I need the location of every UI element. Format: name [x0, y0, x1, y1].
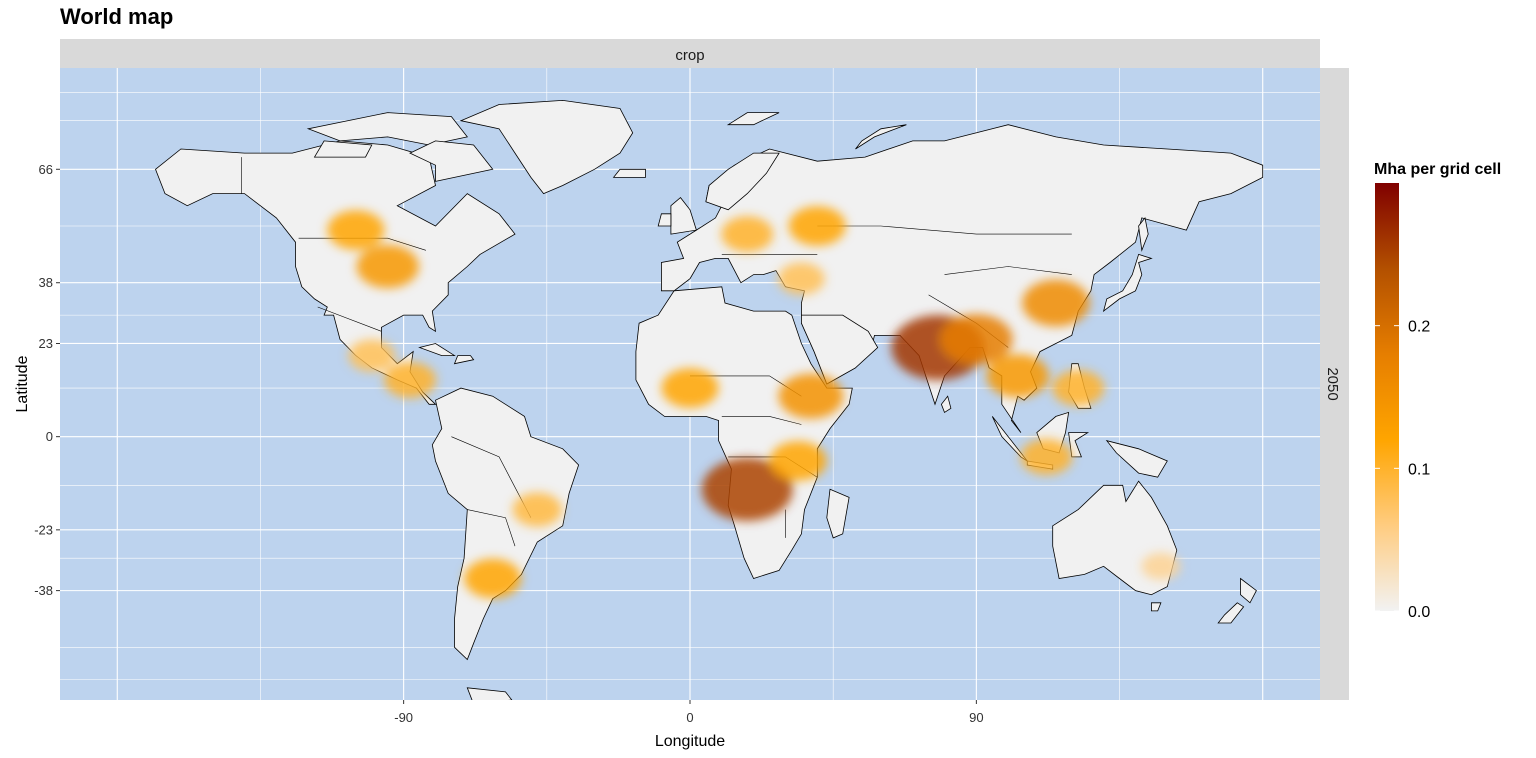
- svalbard-landmass: [726, 112, 780, 126]
- greenland-landmass: [459, 99, 634, 195]
- antarctic-edge-landmass: [466, 687, 513, 700]
- top-strip: [60, 39, 1320, 68]
- legend-tick-label: 0.0: [1408, 604, 1430, 621]
- crop-hotspot: [1052, 370, 1105, 407]
- top-strip-label: crop: [675, 47, 704, 64]
- legend-tick-label: 0.2: [1408, 319, 1430, 336]
- victoria-island-landmass: [313, 140, 373, 158]
- x-tick-label: -90: [394, 710, 413, 725]
- map-panel: [60, 68, 1320, 700]
- right-strip: [1320, 68, 1349, 700]
- crop-hotspot: [721, 216, 774, 253]
- country-border: [721, 416, 802, 425]
- scandinavia-fill-landmass: [705, 152, 780, 211]
- hispaniola-landmass: [453, 355, 475, 365]
- legend-tick-label: 0.1: [1408, 461, 1430, 478]
- crop-hotspot: [769, 441, 827, 481]
- x-axis-ticks: -90 0 90: [394, 700, 984, 725]
- iceland-landmass: [612, 168, 646, 178]
- crop-hotspot: [778, 373, 844, 419]
- novaya-zemlya-landmass: [855, 124, 907, 150]
- ireland-landmass: [657, 213, 672, 227]
- crop-heat-layer: [327, 206, 1181, 599]
- crop-hotspot: [701, 457, 793, 521]
- crop-hotspot: [348, 339, 396, 372]
- right-strip-label: 2050: [1324, 367, 1341, 400]
- legend-colorbar: [1375, 183, 1399, 611]
- legend-title: Mha per grid cell: [1374, 161, 1501, 178]
- british-isles-landmass: [670, 197, 697, 235]
- y-axis-title: Latitude: [14, 355, 31, 412]
- canadian-islands-landmass: [306, 112, 469, 146]
- y-tick-label: -38: [34, 583, 53, 598]
- y-tick-label: 38: [39, 275, 53, 290]
- legend: Mha per grid cell 0.0 0.1 0.2: [1374, 161, 1501, 621]
- cuba-landmass: [418, 343, 456, 356]
- new-zealand-south-landmass: [1217, 602, 1245, 624]
- crop-hotspot: [1141, 552, 1181, 580]
- crop-hotspot: [777, 262, 825, 295]
- y-tick-label: 66: [39, 162, 53, 177]
- japan-landmass: [1102, 253, 1153, 313]
- country-border: [317, 306, 382, 332]
- crop-hotspot: [356, 244, 419, 289]
- chart-title: World map: [60, 4, 173, 29]
- x-axis-title: Longitude: [655, 733, 725, 750]
- y-tick-label: 23: [39, 336, 53, 351]
- sakhalin-landmass: [1138, 216, 1149, 252]
- crop-hotspot: [464, 558, 522, 599]
- legend-ticks: 0.0 0.1 0.2: [1375, 319, 1430, 621]
- y-axis-ticks: 66 38 23 0 -23 -38: [34, 162, 60, 598]
- crop-hotspot: [1022, 279, 1090, 327]
- country-border: [298, 237, 426, 251]
- north-america-landmass: [155, 140, 516, 405]
- y-tick-label: 0: [46, 429, 53, 444]
- arabia-fill-landmass: [801, 314, 879, 385]
- country-border: [817, 225, 1072, 235]
- x-tick-label: 0: [686, 710, 693, 725]
- new-zealand-north-landmass: [1240, 577, 1257, 604]
- new-guinea-landmass: [1105, 440, 1168, 478]
- crop-hotspot: [512, 492, 562, 527]
- landmasses: [155, 99, 1264, 700]
- crop-hotspot: [384, 361, 436, 398]
- country-border: [467, 509, 516, 547]
- crop-hotspot: [788, 206, 846, 246]
- south-america-landmass: [431, 387, 580, 661]
- crop-hotspot: [1020, 438, 1073, 475]
- x-tick-label: 90: [969, 710, 983, 725]
- y-tick-label: -23: [34, 522, 53, 537]
- madagascar-landmass: [826, 488, 850, 539]
- crop-hotspot: [661, 368, 719, 408]
- sri-lanka-landmass: [940, 395, 952, 414]
- crop-hotspot: [939, 314, 1013, 365]
- crop-hotspot: [327, 210, 385, 250]
- country-border: [944, 266, 1072, 275]
- baffin-landmass: [409, 140, 494, 182]
- crop-hotspot: [986, 354, 1049, 398]
- tasmania-landmass: [1151, 602, 1162, 612]
